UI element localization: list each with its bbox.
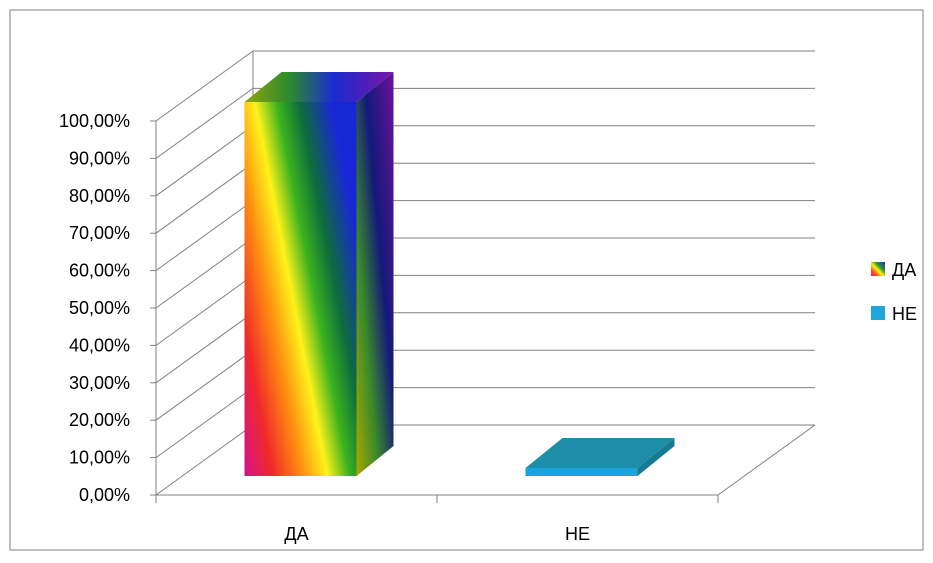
legend-item-ne: НЕ <box>871 304 917 324</box>
y-tick-label: 60,00% <box>69 261 130 281</box>
legend-swatch <box>871 262 885 276</box>
floor-edge-right <box>717 424 816 496</box>
x-tick-label: ДА <box>284 524 308 544</box>
y-tick-label: 20,00% <box>69 410 130 430</box>
legend-swatch <box>871 306 885 320</box>
gridline-side <box>155 50 254 122</box>
bar-ne <box>525 438 675 476</box>
gridline-side <box>155 87 254 159</box>
y-tick-label: 30,00% <box>69 373 130 393</box>
gridline-side <box>155 125 254 197</box>
legend-item-da: ДА <box>871 260 916 280</box>
y-tick-label: 0,00% <box>79 485 130 505</box>
bars <box>244 72 675 476</box>
y-tick-label: 80,00% <box>69 186 130 206</box>
y-tick-label: 10,00% <box>69 448 130 468</box>
y-tick-label: 90,00% <box>69 148 130 168</box>
chart-border <box>9 9 924 551</box>
gridline-side <box>155 274 254 346</box>
x-axis-ticks: ДА НЕ <box>155 495 719 544</box>
bar-top-face <box>525 438 675 468</box>
gridline-side <box>155 387 254 459</box>
legend-label: НЕ <box>892 304 917 324</box>
bar-side-face <box>637 438 675 476</box>
gridline-side <box>155 424 254 496</box>
bar-front-face <box>244 102 357 476</box>
bar-da <box>244 72 394 476</box>
y-tick-label: 70,00% <box>69 223 130 243</box>
x-tick-label: НЕ <box>565 524 590 544</box>
bar-side-face <box>356 72 394 476</box>
bar-front-face <box>525 468 638 476</box>
legend: ДА НЕ <box>871 260 917 324</box>
y-tick-label: 100,00% <box>59 111 130 131</box>
y-tick-label: 40,00% <box>69 335 130 355</box>
y-axis-ticks: 0,00% 10,00% 20,00% 30,00% 40,00% 50,00% 60,00… <box>59 111 156 505</box>
gridline-side <box>155 162 254 234</box>
bar-top-face <box>244 72 394 102</box>
y-tick-label: 50,00% <box>69 298 130 318</box>
gridline-side <box>155 349 254 421</box>
gridline-side <box>155 312 254 384</box>
gridline-side <box>155 237 254 309</box>
legend-label: ДА <box>892 260 916 280</box>
gridline-side <box>155 200 254 272</box>
